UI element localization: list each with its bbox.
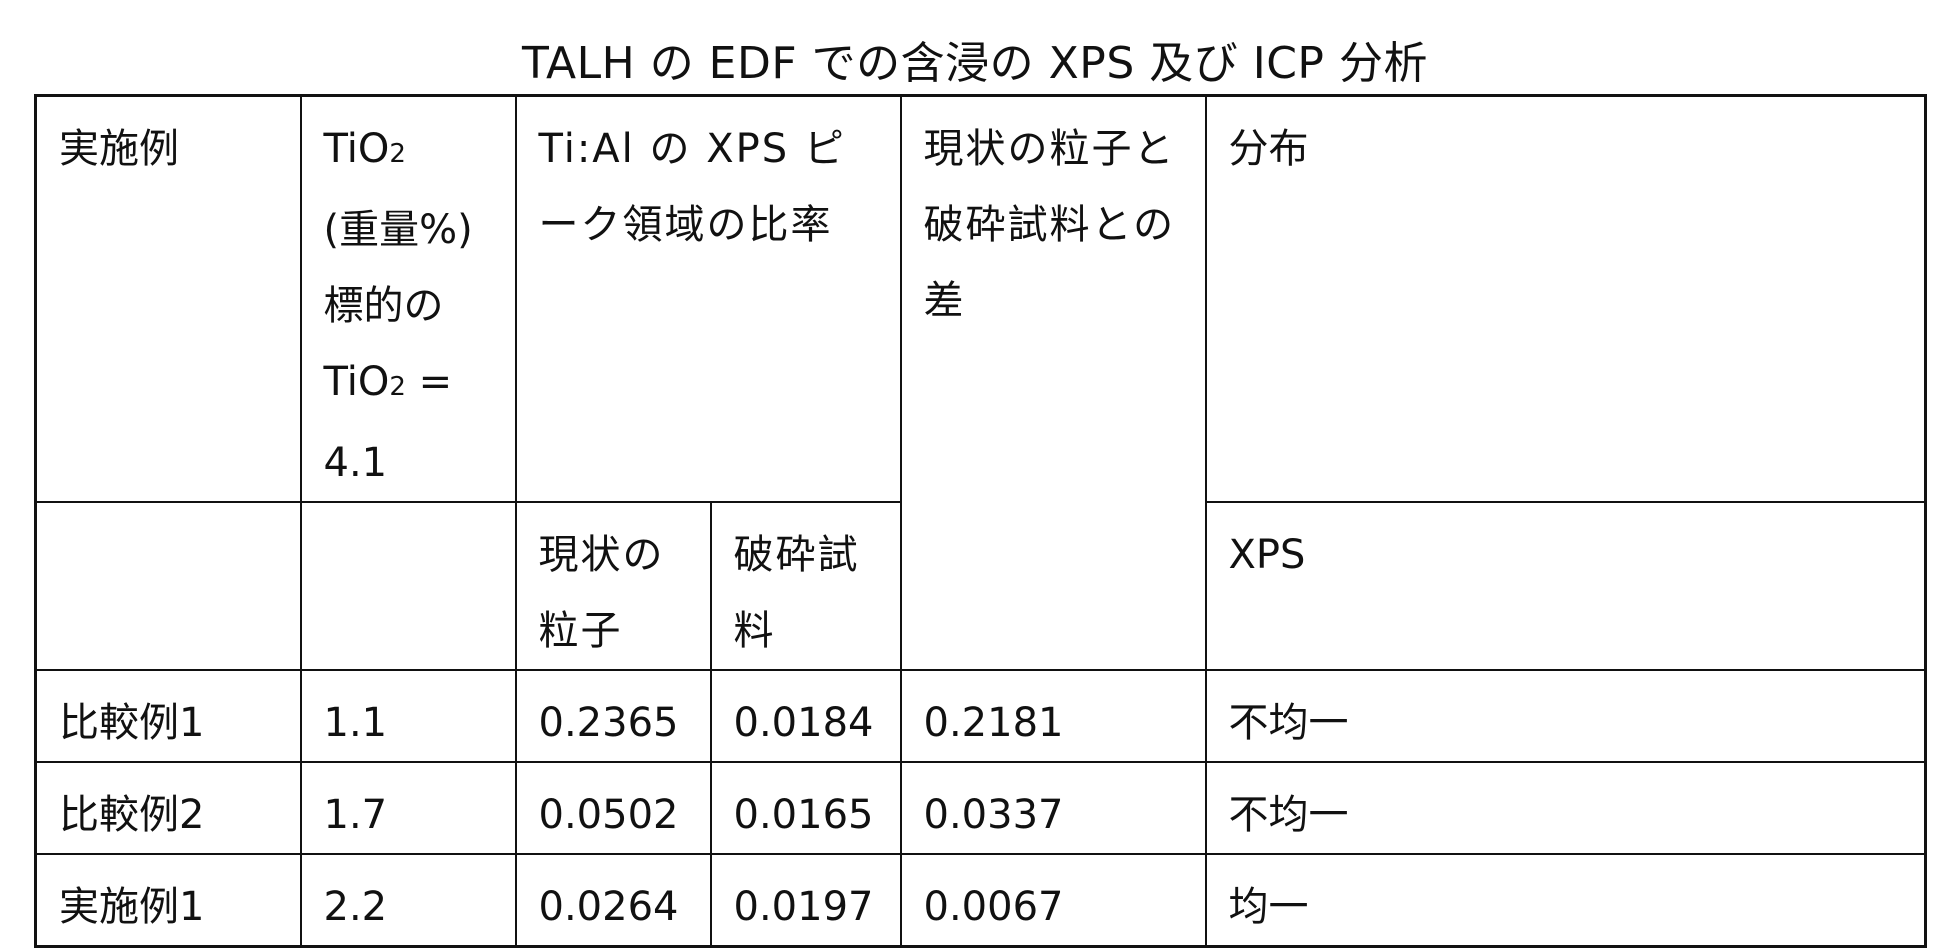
subheader-as-is: 現状の粒子 — [516, 502, 711, 670]
cell-as-is: 0.2365 — [516, 670, 711, 762]
cell-distribution: 均一 — [1206, 854, 1926, 947]
cell-tio2: 1.7 — [301, 762, 516, 854]
cell-distribution: 不均一 — [1206, 670, 1926, 762]
subheader-crushed-label: 破砕試料 — [734, 517, 880, 669]
header-tio2: TiO2 (重量%) 標的の TiO2 = 4.1 — [301, 96, 516, 503]
subheader-tio2-empty — [301, 502, 516, 670]
header-tio2-line3: 標的の — [324, 268, 495, 344]
header-difference-label: 現状の粒子と破砕試料との差 — [924, 111, 1185, 339]
header-distribution-label: 分布 — [1229, 126, 1309, 172]
header-tio2-formula: TiO — [324, 126, 390, 172]
subheader-crushed: 破砕試料 — [711, 502, 901, 670]
table-row: 比較例2 1.7 0.0502 0.0165 0.0337 不均一 — [36, 762, 1926, 854]
header-tio2-line5: 4.1 — [324, 425, 495, 501]
header-difference: 現状の粒子と破砕試料との差 — [901, 96, 1206, 671]
cell-difference: 0.0067 — [901, 854, 1206, 947]
cell-crushed: 0.0165 — [711, 762, 901, 854]
cell-crushed: 0.0197 — [711, 854, 901, 947]
subheader-distribution-method: XPS — [1206, 502, 1926, 670]
header-tio2-target-formula: TiO — [324, 359, 390, 405]
cell-as-is: 0.0502 — [516, 762, 711, 854]
page-title: TALH の EDF での含浸の XPS 及び ICP 分析 — [0, 38, 1950, 90]
header-xps-ratio-label: Ti:Al の XPS ピーク領域の比率 — [539, 111, 880, 263]
table-row: 実施例1 2.2 0.0264 0.0197 0.0067 均一 — [36, 854, 1926, 947]
header-tio2-subscript: 2 — [389, 139, 406, 169]
cell-tio2: 2.2 — [301, 854, 516, 947]
cell-crushed: 0.0184 — [711, 670, 901, 762]
cell-as-is: 0.0264 — [516, 854, 711, 947]
header-distribution: 分布 — [1206, 96, 1926, 503]
header-tio2-line2: (重量%) — [324, 192, 495, 268]
header-tio2-line4: TiO2 = — [324, 344, 495, 425]
cell-example: 実施例1 — [36, 854, 301, 947]
header-tio2-line1: TiO2 — [324, 111, 495, 192]
cell-tio2: 1.1 — [301, 670, 516, 762]
header-tio2-target-equals: = — [406, 359, 452, 405]
header-example-label: 実施例 — [59, 126, 179, 172]
cell-difference: 0.0337 — [901, 762, 1206, 854]
header-example: 実施例 — [36, 96, 301, 503]
subheader-xps-label: XPS — [1229, 532, 1306, 578]
subheader-example-empty — [36, 502, 301, 670]
header-xps-ratio: Ti:Al の XPS ピーク領域の比率 — [516, 96, 901, 503]
cell-distribution: 不均一 — [1206, 762, 1926, 854]
table-header-row: 実施例 TiO2 (重量%) 標的の TiO2 = 4.1 Ti:Al の XP… — [36, 96, 1926, 503]
header-tio2-target-subscript: 2 — [389, 372, 406, 402]
subheader-as-is-label: 現状の粒子 — [539, 517, 690, 669]
cell-difference: 0.2181 — [901, 670, 1206, 762]
cell-example: 比較例1 — [36, 670, 301, 762]
table-row: 比較例1 1.1 0.2365 0.0184 0.2181 不均一 — [36, 670, 1926, 762]
cell-example: 比較例2 — [36, 762, 301, 854]
xps-icp-analysis-table: 実施例 TiO2 (重量%) 標的の TiO2 = 4.1 Ti:Al の XP… — [34, 94, 1927, 948]
